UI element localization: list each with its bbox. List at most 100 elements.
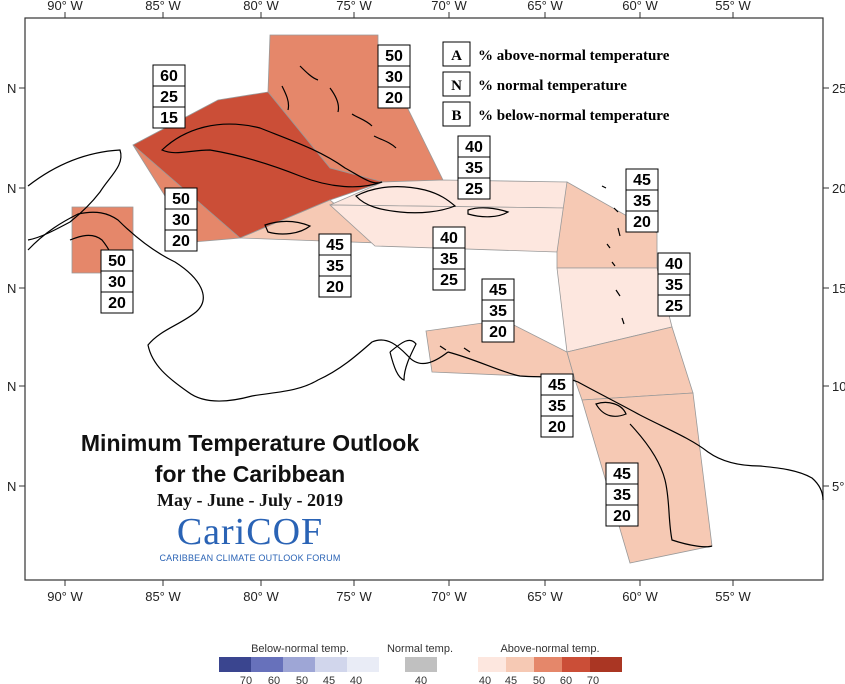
caricof-logo: CariCOF CARIBBEAN CLIMATE OUTLOOK FORUM	[150, 512, 350, 563]
prob-above: 50	[385, 48, 403, 65]
colorbar-tick: 70	[587, 675, 599, 684]
prob-normal: 35	[613, 487, 631, 504]
prob-above: 45	[326, 237, 344, 254]
prob-above: 40	[465, 139, 483, 156]
prob-normal: 35	[548, 398, 566, 415]
key-letter: B	[451, 108, 461, 124]
colorbar-tick: 50	[533, 675, 545, 684]
map-title-line1: Minimum Temperature Outlook	[80, 430, 420, 456]
prob-below: 15	[160, 110, 178, 127]
colorbar: Below-normal temp. Normal temp. Above-no…	[219, 643, 622, 684]
colorbar-tick: 70	[240, 675, 252, 684]
prob-normal: 30	[108, 274, 126, 291]
lon-label-top: 90° W	[47, 0, 83, 13]
key-letter: N	[451, 78, 462, 94]
prob-below: 20	[613, 508, 631, 525]
swatch-above-70	[590, 657, 622, 672]
key-letter: A	[451, 48, 462, 64]
lon-label-top: 65° W	[527, 0, 563, 13]
prob-below: 25	[440, 272, 458, 289]
lat-label-right: 10	[832, 379, 845, 394]
lon-label-top: 75° W	[336, 0, 372, 13]
colorbar-tick: 40	[479, 675, 491, 684]
prob-below: 20	[108, 295, 126, 312]
colorbar-tick: 45	[323, 675, 335, 684]
prob-box-hispaniola: 40 35 25	[432, 226, 466, 291]
colorbar-tick: 50	[296, 675, 308, 684]
prob-normal: 35	[489, 303, 507, 320]
prob-below: 25	[465, 181, 483, 198]
lat-label-right: 15	[832, 281, 845, 296]
prob-box-belize: 50 30 20	[100, 249, 134, 314]
lat-hemisphere-left: N	[7, 479, 16, 494]
lat-label-right: 5°	[832, 479, 844, 494]
prob-below: 20	[385, 90, 403, 107]
prob-below: 20	[326, 279, 344, 296]
lat-hemisphere-left: N	[7, 281, 16, 296]
lon-label-top: 85° W	[145, 0, 181, 13]
prob-box-bahamas: 50 30 20	[377, 44, 411, 109]
prob-above: 60	[160, 68, 178, 85]
lon-label-top: 70° W	[431, 0, 467, 13]
key-text: % below-normal temperature	[478, 108, 670, 124]
prob-above: 45	[633, 172, 651, 189]
lat-hemisphere-left: N	[7, 81, 16, 96]
colorbar-tick: 60	[560, 675, 572, 684]
prob-above: 50	[172, 191, 190, 208]
lat-label-right: 25	[832, 81, 845, 96]
lon-label-bottom: 80° W	[243, 589, 279, 604]
prob-above: 45	[548, 377, 566, 394]
prob-box-cayman: 50 30 20	[164, 187, 198, 252]
lon-label-top: 55° W	[715, 0, 751, 13]
swatch-below-50	[283, 657, 315, 672]
prob-below: 20	[548, 419, 566, 436]
lon-label-bottom: 60° W	[622, 589, 658, 604]
prob-box-guianas: 45 35 20	[605, 462, 639, 527]
prob-above: 40	[440, 230, 458, 247]
prob-normal: 35	[326, 258, 344, 275]
map-title: Minimum Temperature Outlook for the Cari…	[40, 428, 460, 490]
prob-normal: 35	[633, 193, 651, 210]
swatch-below-40	[347, 657, 379, 672]
lat-hemisphere-left: N	[7, 181, 16, 196]
colorbar-above-label: Above-normal temp.	[500, 643, 599, 655]
lon-label-bottom: 85° W	[145, 589, 181, 604]
prob-box-jamaica: 45 35 20	[318, 233, 352, 298]
lon-label-top: 80° W	[243, 0, 279, 13]
colorbar-tick: 40	[350, 675, 362, 684]
logo-wordmark: CariCOF	[176, 511, 324, 553]
prob-below: 20	[172, 233, 190, 250]
prob-box-cuba: 60 25 15	[152, 64, 186, 129]
lon-label-bottom: 65° W	[527, 589, 563, 604]
prob-normal: 25	[160, 89, 178, 106]
prob-normal: 30	[172, 212, 190, 229]
prob-box-abc: 45 35 20	[481, 278, 515, 343]
swatch-below-45	[315, 657, 347, 672]
prob-box-leewards: 45 35 20	[625, 168, 659, 233]
colorbar-below-label: Below-normal temp.	[251, 643, 349, 655]
prob-below: 25	[665, 298, 683, 315]
prob-normal: 35	[465, 160, 483, 177]
frame-ticks	[19, 12, 829, 586]
lon-label-top: 60° W	[622, 0, 658, 13]
abn-key: A % above-normal temperature N % normal …	[442, 41, 670, 127]
swatch-below-70	[219, 657, 251, 672]
prob-box-windwards: 40 35 25	[657, 252, 691, 317]
swatch-above-50	[534, 657, 562, 672]
colorbar-normal-label: Normal temp.	[387, 643, 453, 655]
prob-above: 50	[108, 253, 126, 270]
prob-above: 45	[613, 466, 631, 483]
logo-tagline: CARIBBEAN CLIMATE OUTLOOK FORUM	[159, 553, 341, 563]
prob-normal: 35	[440, 251, 458, 268]
swatch-above-60	[562, 657, 590, 672]
key-text: % normal temperature	[478, 78, 627, 94]
map-title-line2: for the Caribbean	[154, 461, 346, 487]
prob-above: 45	[489, 282, 507, 299]
outlook-zones	[71, 34, 713, 564]
prob-box-trinidad: 45 35 20	[540, 373, 574, 438]
swatch-above-45	[506, 657, 534, 672]
coastlines	[27, 65, 824, 548]
colorbar-tick: 45	[505, 675, 517, 684]
lat-hemisphere-left: N	[7, 379, 16, 394]
colorbar-tick: 40	[415, 675, 427, 684]
